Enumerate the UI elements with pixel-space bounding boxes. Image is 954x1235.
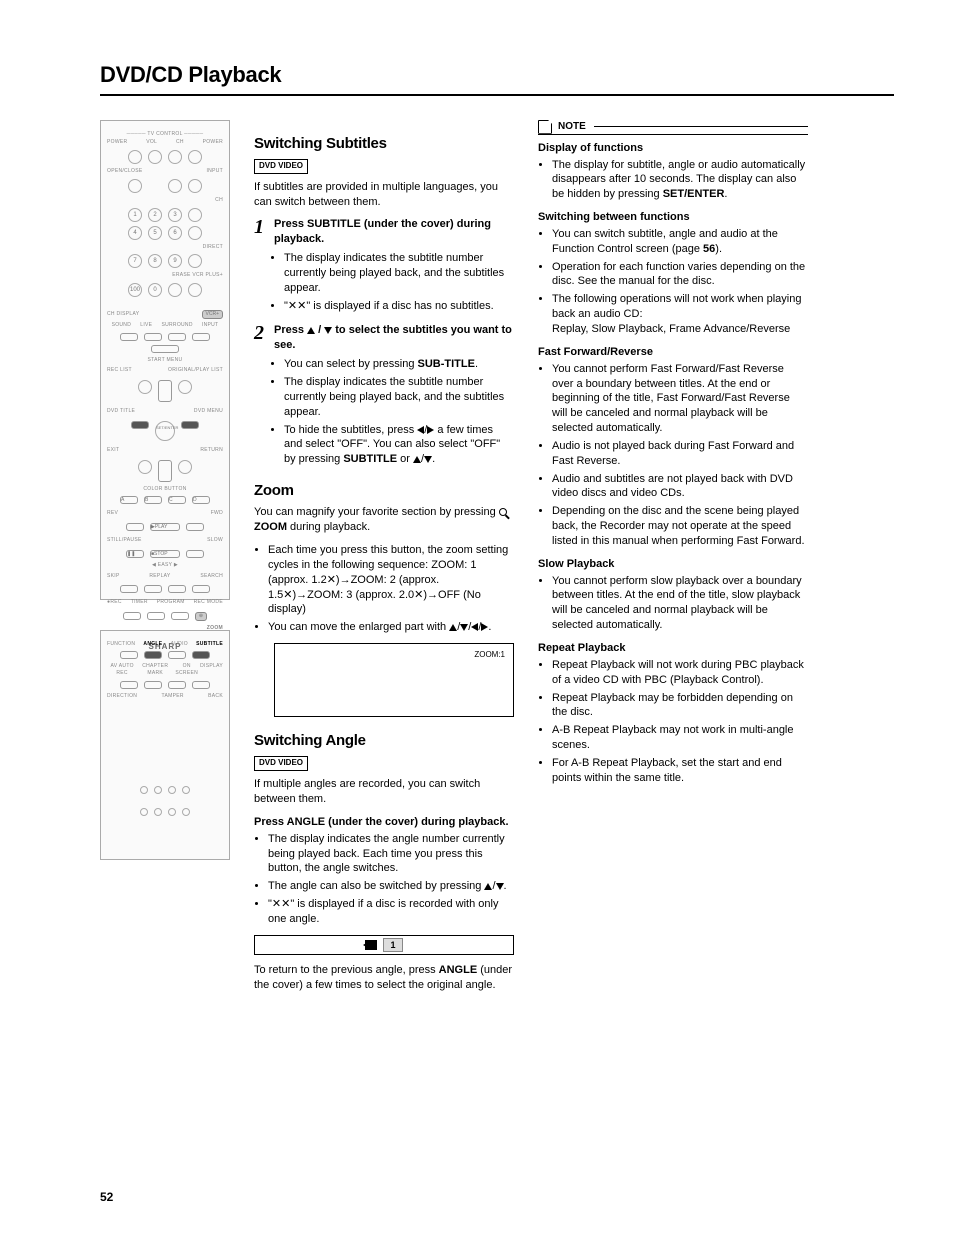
badge-dvd-video: DVD VIDEO <box>254 756 308 771</box>
arrow-down-icon <box>424 456 432 463</box>
note-display-bullets: The display for subtitle, angle or audio… <box>552 158 808 203</box>
angle-intro: If multiple angles are recorded, you can… <box>254 777 514 807</box>
subhead-fast-forward: Fast Forward/Reverse <box>538 345 808 360</box>
arrow-right-icon <box>481 623 488 631</box>
step-number-2: 2 <box>254 323 268 343</box>
middle-column: Switching Subtitles DVD VIDEO If subtitl… <box>254 120 514 993</box>
zoom-intro: You can magnify your favorite section by… <box>254 505 514 535</box>
note-header: NOTE <box>538 120 808 135</box>
note-ff-bullets: You cannot perform Fast Forward/Fast Rev… <box>552 362 808 549</box>
angle-screen-example: 1 <box>254 935 514 955</box>
camera-icon <box>365 940 377 950</box>
heading-zoom: Zoom <box>254 481 514 501</box>
subtitles-intro: If subtitles are provided in multiple la… <box>254 180 514 210</box>
zoom-label: ZOOM:1 <box>474 650 505 661</box>
remote-illustration-top: ───── TV CONTROL ───── POWERVOLCHPOWER O… <box>100 120 230 600</box>
angle-number: 1 <box>383 938 402 952</box>
badge-dvd-video: DVD VIDEO <box>254 159 308 174</box>
arrow-down-icon <box>460 624 468 631</box>
remote-illustration-bottom: FUNCTIONANGLEAUDIOSUBTITLE AV AUTO RECCH… <box>100 630 230 860</box>
note-repeat-bullets: Repeat Playback will not work during PBC… <box>552 658 808 786</box>
arrow-down-icon <box>324 327 332 334</box>
angle-return: To return to the previous angle, press A… <box>254 963 514 993</box>
page-title: DVD/CD Playback <box>100 60 894 96</box>
right-column: NOTE Display of functions The display fo… <box>538 120 808 993</box>
arrow-left-icon <box>471 623 478 631</box>
note-slow-bullets: You cannot perform slow playback over a … <box>552 574 808 633</box>
step-1: 1 Press SUBTITLE (under the cover) durin… <box>254 217 514 247</box>
zoom-screen-example: ZOOM:1 <box>274 643 514 717</box>
subhead-slow-playback: Slow Playback <box>538 557 808 572</box>
angle-press: Press ANGLE (under the cover) during pla… <box>254 815 514 830</box>
heading-switching-angle: Switching Angle <box>254 731 514 751</box>
page-number: 52 <box>100 1189 113 1205</box>
arrow-up-icon <box>484 883 492 890</box>
main-layout: ───── TV CONTROL ───── POWERVOLCHPOWER O… <box>100 120 894 993</box>
arrow-up-icon <box>413 456 421 463</box>
subhead-repeat-playback: Repeat Playback <box>538 641 808 656</box>
angle-bullets: The display indicates the angle number c… <box>268 832 514 927</box>
note-switching-bullets: You can switch subtitle, angle and audio… <box>552 227 808 337</box>
arrow-up-icon <box>449 624 457 631</box>
left-column: ───── TV CONTROL ───── POWERVOLCHPOWER O… <box>100 120 230 993</box>
magnify-icon <box>499 508 507 516</box>
subhead-display-functions: Display of functions <box>538 141 808 156</box>
arrow-left-icon <box>417 426 424 434</box>
step-2: 2 Press / to select the subtitles you wa… <box>254 323 514 353</box>
arrow-down-icon <box>496 883 504 890</box>
subhead-switching-functions: Switching between functions <box>538 210 808 225</box>
step2-bullets: You can select by pressing SUB-TITLE. Th… <box>284 357 514 467</box>
zoom-bullets: Each time you press this button, the zoo… <box>268 543 514 635</box>
step1-bullets: The display indicates the subtitle numbe… <box>284 251 514 313</box>
step-number-1: 1 <box>254 217 268 237</box>
arrow-up-icon <box>307 327 315 334</box>
heading-switching-subtitles: Switching Subtitles <box>254 134 514 154</box>
